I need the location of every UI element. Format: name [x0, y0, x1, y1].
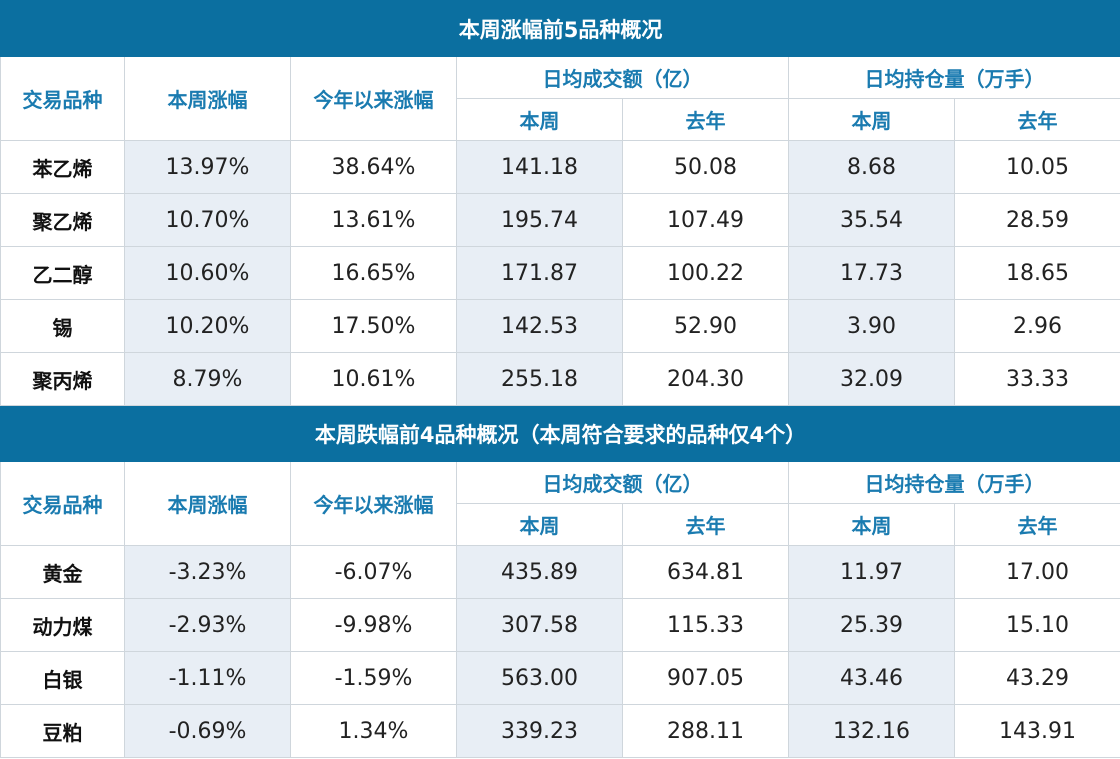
- oi-last-year-cell: 33.33: [953, 352, 1120, 406]
- table-row: 锡 10.20% 17.50% 142.53 52.90 3.90 2.96: [0, 299, 1120, 353]
- subheader-row: 本周 去年 本周 去年: [1, 98, 1120, 141]
- weekly-change-cell: 13.97%: [124, 140, 291, 194]
- oi-this-week-cell: 35.54: [788, 193, 955, 247]
- table-title: 本周跌幅前4品种概况（本周符合要求的品种仅4个）: [0, 405, 1120, 462]
- volume-this-week-cell: 307.58: [456, 598, 623, 652]
- subheader-volume-this-week: 本周: [456, 98, 623, 141]
- volume-this-week-cell: 171.87: [456, 246, 623, 300]
- header-ytd-change: 今年以来涨幅: [290, 461, 457, 546]
- table-title-row: 本周涨幅前5品种概况: [0, 0, 1120, 57]
- volume-this-week-cell: 141.18: [456, 140, 623, 194]
- volume-last-year-cell: 907.05: [622, 651, 789, 705]
- oi-this-week-cell: 8.68: [788, 140, 955, 194]
- weekly-change-cell: 10.70%: [124, 193, 291, 247]
- volume-last-year-cell: 50.08: [622, 140, 789, 194]
- subheader-oi-last-year: 去年: [953, 98, 1120, 141]
- volume-this-week-cell: 563.00: [456, 651, 623, 705]
- volume-last-year-cell: 115.33: [622, 598, 789, 652]
- variety-name: 动力煤: [0, 598, 125, 652]
- oi-last-year-cell: 17.00: [953, 545, 1120, 599]
- ytd-change-cell: -9.98%: [290, 598, 457, 652]
- oi-this-week-cell: 43.46: [788, 651, 955, 705]
- header-open-interest: 日均持仓量（万手）: [787, 56, 1120, 99]
- variety-name: 聚乙烯: [0, 193, 125, 247]
- header-ytd-change: 今年以来涨幅: [290, 56, 457, 141]
- oi-last-year-cell: 2.96: [953, 299, 1120, 353]
- subheader-oi-this-week: 本周: [788, 98, 955, 141]
- volume-last-year-cell: 100.22: [622, 246, 789, 300]
- oi-last-year-cell: 28.59: [953, 193, 1120, 247]
- volume-this-week-cell: 195.74: [456, 193, 623, 247]
- subheader-row: 本周 去年 本周 去年: [1, 503, 1120, 546]
- volume-last-year-cell: 52.90: [622, 299, 789, 353]
- volume-last-year-cell: 107.49: [622, 193, 789, 247]
- subheader-volume-last-year: 去年: [622, 503, 789, 546]
- table-row: 白银 -1.11% -1.59% 563.00 907.05 43.46 43.29: [0, 651, 1120, 705]
- oi-this-week-cell: 32.09: [788, 352, 955, 406]
- volume-this-week-cell: 142.53: [456, 299, 623, 353]
- header-volume: 日均成交额（亿）: [456, 461, 789, 504]
- weekly-change-cell: 10.60%: [124, 246, 291, 300]
- ytd-change-cell: -1.59%: [290, 651, 457, 705]
- volume-last-year-cell: 634.81: [622, 545, 789, 599]
- weekly-change-cell: -0.69%: [124, 704, 291, 758]
- ytd-change-cell: 16.65%: [290, 246, 457, 300]
- variety-name: 乙二醇: [0, 246, 125, 300]
- oi-last-year-cell: 15.10: [953, 598, 1120, 652]
- oi-this-week-cell: 25.39: [788, 598, 955, 652]
- volume-last-year-cell: 288.11: [622, 704, 789, 758]
- variety-name: 白银: [0, 651, 125, 705]
- oi-last-year-cell: 18.65: [953, 246, 1120, 300]
- variety-name: 豆粕: [0, 704, 125, 758]
- variety-name: 聚丙烯: [0, 352, 125, 406]
- table-title: 本周涨幅前5品种概况: [0, 0, 1120, 57]
- oi-last-year-cell: 10.05: [953, 140, 1120, 194]
- subheader-volume-this-week: 本周: [456, 503, 623, 546]
- table-row: 黄金 -3.23% -6.07% 435.89 634.81 11.97 17.00: [0, 545, 1120, 599]
- weekly-change-cell: -1.11%: [124, 651, 291, 705]
- ytd-change-cell: 10.61%: [290, 352, 457, 406]
- oi-this-week-cell: 132.16: [788, 704, 955, 758]
- subheader-volume-last-year: 去年: [622, 98, 789, 141]
- oi-last-year-cell: 43.29: [953, 651, 1120, 705]
- table-row: 聚乙烯 10.70% 13.61% 195.74 107.49 35.54 28.59: [0, 193, 1120, 247]
- weekly-change-cell: 10.20%: [124, 299, 291, 353]
- table-row: 豆粕 -0.69% 1.34% 339.23 288.11 132.16 143.91: [0, 704, 1120, 758]
- table-row: 苯乙烯 13.97% 38.64% 141.18 50.08 8.68 10.05: [0, 140, 1120, 194]
- oi-this-week-cell: 3.90: [788, 299, 955, 353]
- ytd-change-cell: 13.61%: [290, 193, 457, 247]
- oi-this-week-cell: 17.73: [788, 246, 955, 300]
- ytd-change-cell: -6.07%: [290, 545, 457, 599]
- header-variety: 交易品种: [0, 56, 125, 141]
- variety-name: 苯乙烯: [0, 140, 125, 194]
- header-weekly-change: 本周涨幅: [124, 461, 291, 546]
- volume-last-year-cell: 204.30: [622, 352, 789, 406]
- header-volume: 日均成交额（亿）: [456, 56, 789, 99]
- header-row: 交易品种 本周涨幅 今年以来涨幅 日均成交额（亿） 日均持仓量（万手）: [0, 56, 1120, 141]
- weekly-change-cell: -2.93%: [124, 598, 291, 652]
- header-open-interest: 日均持仓量（万手）: [787, 461, 1120, 504]
- header-variety: 交易品种: [0, 461, 125, 546]
- weekly-change-cell: -3.23%: [124, 545, 291, 599]
- subheader-oi-last-year: 去年: [953, 503, 1120, 546]
- weekly-change-cell: 8.79%: [124, 352, 291, 406]
- variety-name: 黄金: [0, 545, 125, 599]
- table-title-row: 本周跌幅前4品种概况（本周符合要求的品种仅4个）: [0, 405, 1120, 462]
- volume-this-week-cell: 339.23: [456, 704, 623, 758]
- table-row: 聚丙烯 8.79% 10.61% 255.18 204.30 32.09 33.33: [0, 352, 1120, 406]
- table-row: 动力煤 -2.93% -9.98% 307.58 115.33 25.39 15.10: [0, 598, 1120, 652]
- header-row: 交易品种 本周涨幅 今年以来涨幅 日均成交额（亿） 日均持仓量（万手）: [0, 461, 1120, 546]
- volume-this-week-cell: 255.18: [456, 352, 623, 406]
- ytd-change-cell: 38.64%: [290, 140, 457, 194]
- volume-this-week-cell: 435.89: [456, 545, 623, 599]
- variety-name: 锡: [0, 299, 125, 353]
- table-row: 乙二醇 10.60% 16.65% 171.87 100.22 17.73 18.65: [0, 246, 1120, 300]
- ytd-change-cell: 1.34%: [290, 704, 457, 758]
- ytd-change-cell: 17.50%: [290, 299, 457, 353]
- subheader-oi-this-week: 本周: [788, 503, 955, 546]
- oi-this-week-cell: 11.97: [788, 545, 955, 599]
- oi-last-year-cell: 143.91: [953, 704, 1120, 758]
- header-weekly-change: 本周涨幅: [124, 56, 291, 141]
